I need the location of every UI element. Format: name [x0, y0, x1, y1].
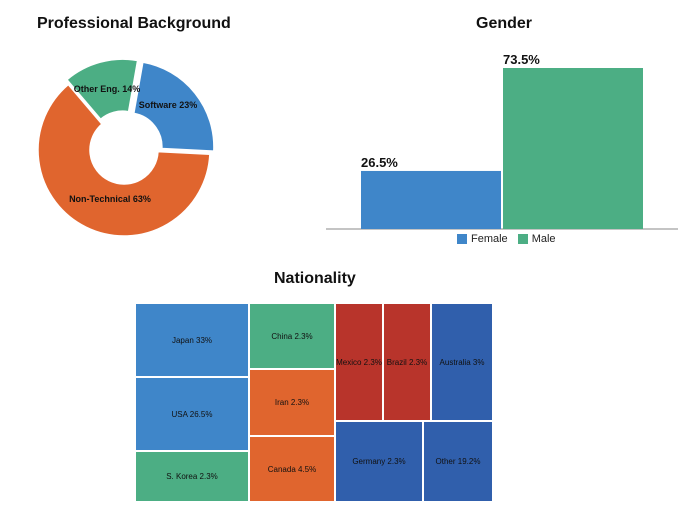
donut-label-software: Software 23%: [139, 100, 198, 110]
treemap-cell-usa: USA 26.5%: [135, 377, 249, 451]
legend-swatch-female: [457, 234, 467, 244]
treemap-cell-japan: Japan 33%: [135, 303, 249, 377]
treemap-label-usa: USA 26.5%: [171, 409, 213, 419]
bar-male: [503, 68, 643, 229]
treemap-label-brazil: Brazil 2.3%: [386, 357, 428, 367]
donut-label-other-eng: Other Eng. 14%: [74, 84, 141, 94]
treemap-cell-s-korea: S. Korea 2.3%: [135, 451, 249, 502]
bar-legend: Female Male: [457, 233, 556, 245]
treemap-label-other: Other 19.2%: [435, 457, 481, 466]
bar-female: [361, 170, 501, 229]
donut-chart-title: Professional Background: [37, 15, 231, 32]
bar-value-label-male: 73.5%: [503, 52, 540, 67]
treemap-cell-other: Other 19.2%: [423, 421, 493, 502]
legend-label-male: Male: [531, 233, 556, 245]
legend-item-male: Male: [517, 233, 556, 245]
treemap-cell-iran: Iran 2.3%: [249, 369, 335, 436]
bar-value-label-female: 26.5%: [361, 155, 398, 170]
treemap-title: Nationality: [274, 270, 356, 287]
treemap-label-s-korea: S. Korea 2.3%: [166, 472, 218, 481]
donut-label-non-technical: Non-Technical 63%: [69, 194, 151, 204]
treemap-label-australia: Australia 3%: [439, 357, 485, 367]
donut-slice-other-eng: [65, 58, 139, 121]
treemap-cell-mexico: Mexico 2.3%: [335, 303, 383, 421]
treemap-label-germany: Germany 2.3%: [352, 457, 406, 466]
treemap-label-canada: Canada 4.5%: [267, 464, 317, 474]
treemap-label-japan: Japan 33%: [171, 335, 213, 345]
treemap-cell-brazil: Brazil 2.3%: [383, 303, 431, 421]
legend-item-female: Female: [457, 233, 508, 245]
treemap-cell-china: China 2.3%: [249, 303, 335, 369]
legend-label-female: Female: [471, 233, 508, 245]
donut-slice-non-technical: [37, 83, 211, 237]
treemap: Japan 33% USA 26.5% S. Korea 2.3% China 2.3…: [135, 303, 493, 502]
treemap-cell-canada: Canada 4.5%: [249, 436, 335, 502]
treemap-cell-germany: Germany 2.3%: [335, 421, 423, 502]
legend-swatch-male: [517, 234, 528, 244]
donut-slice-software: [132, 61, 215, 152]
bar-chart-title: Gender: [476, 15, 533, 32]
treemap-cell-australia: Australia 3%: [431, 303, 493, 421]
treemap-label-china: China 2.3%: [271, 331, 313, 341]
treemap-label-iran: Iran 2.3%: [274, 398, 310, 407]
treemap-label-mexico: Mexico 2.3%: [336, 357, 382, 367]
